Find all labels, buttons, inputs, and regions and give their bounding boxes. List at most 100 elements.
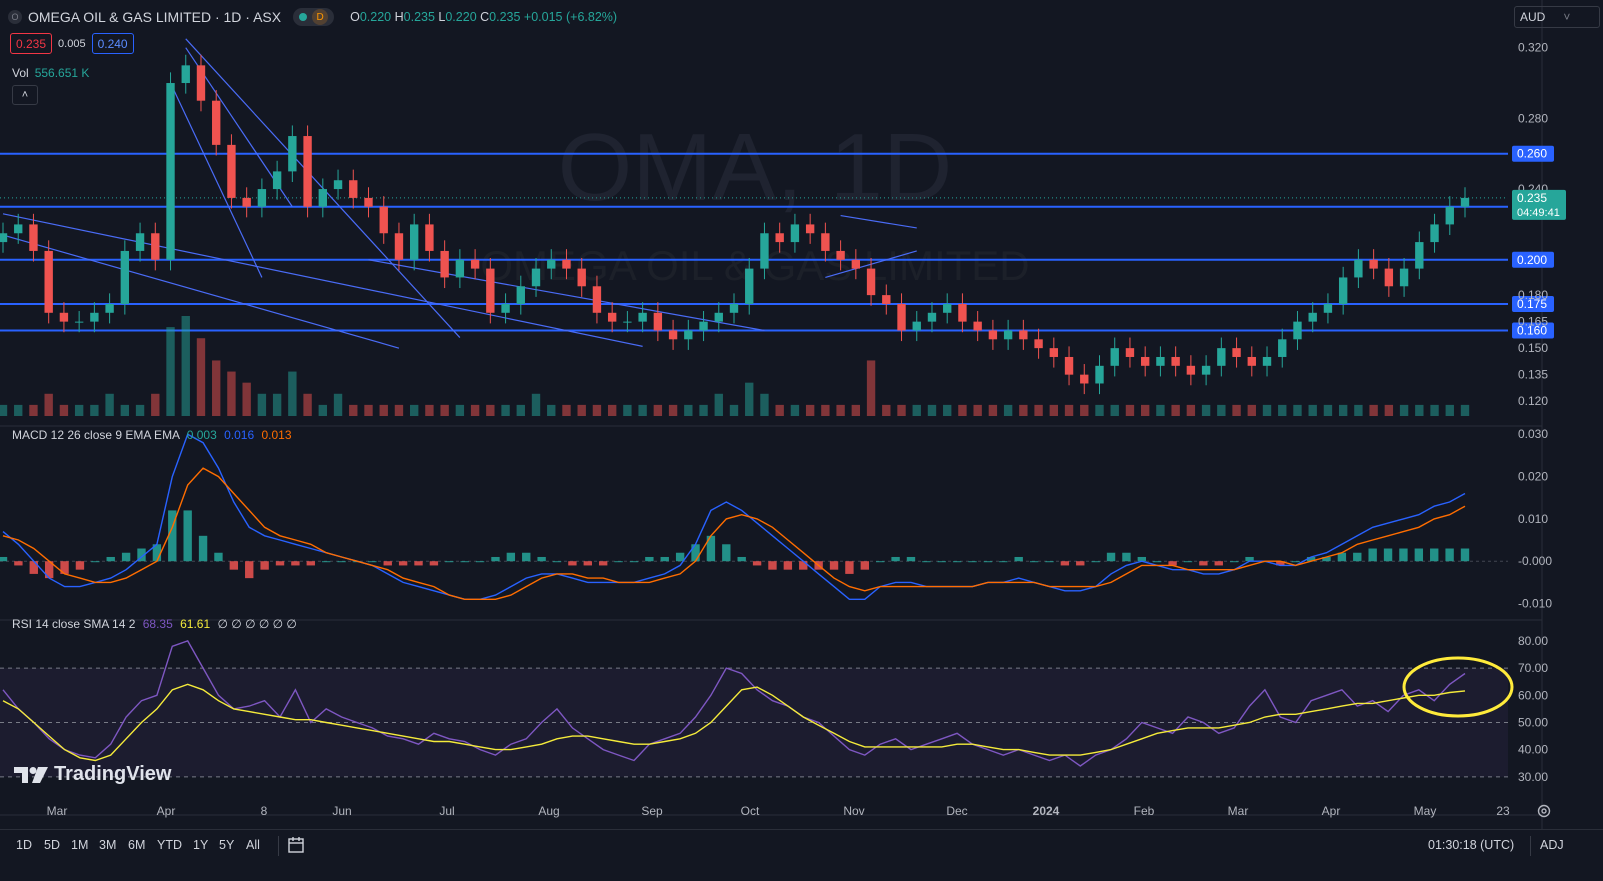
candle-body[interactable]	[409, 224, 419, 260]
timeframe-3m-button[interactable]: 3M	[99, 838, 117, 852]
adj-toggle[interactable]: ADJ	[1540, 838, 1564, 852]
candle-body[interactable]	[105, 303, 114, 313]
candle-body[interactable]	[516, 286, 525, 304]
candle-body[interactable]	[227, 144, 236, 198]
candle-body[interactable]	[1064, 356, 1074, 375]
candle-body[interactable]	[333, 180, 343, 190]
candle-body[interactable]	[425, 224, 434, 251]
timeframe-all-button[interactable]: All	[246, 838, 260, 852]
candle-body[interactable]	[318, 189, 328, 207]
candle-body[interactable]	[74, 321, 84, 323]
tradingview-logo[interactable]: TradingView	[14, 763, 171, 786]
candle-body[interactable]	[303, 136, 312, 207]
candle-body[interactable]	[196, 65, 206, 101]
timeframe-5d-button[interactable]: 5D	[44, 838, 60, 852]
candle-body[interactable]	[1019, 330, 1028, 340]
candle-body[interactable]	[1384, 268, 1394, 287]
trend-line[interactable]	[368, 259, 765, 332]
candle-body[interactable]	[668, 330, 678, 340]
candle-body[interactable]	[1323, 303, 1333, 313]
candle-body[interactable]	[1338, 277, 1348, 304]
candle-body[interactable]	[1278, 339, 1287, 357]
candle-body[interactable]	[1308, 312, 1317, 322]
candle-body[interactable]	[1003, 330, 1013, 340]
candle-body[interactable]	[1156, 356, 1165, 366]
candle-body[interactable]	[531, 268, 541, 287]
candle-body[interactable]	[151, 233, 160, 260]
candle-body[interactable]	[927, 312, 937, 322]
timeframe-ytd-button[interactable]: YTD	[157, 838, 182, 852]
candle-body[interactable]	[1460, 197, 1470, 207]
candle-body[interactable]	[805, 224, 815, 234]
candle-body[interactable]	[59, 312, 69, 322]
candle-body[interactable]	[501, 303, 510, 313]
candle-body[interactable]	[638, 312, 647, 322]
candle-body[interactable]	[547, 259, 556, 269]
candle-body[interactable]	[684, 330, 693, 340]
candle-body[interactable]	[1430, 224, 1439, 243]
candle-body[interactable]	[1247, 356, 1256, 366]
candle-body[interactable]	[440, 250, 449, 278]
symbol-title[interactable]: OMEGA OIL & GAS LIMITED · 1D · ASX	[28, 9, 282, 25]
sell-price-button[interactable]: 0.235	[10, 33, 53, 54]
candle-body[interactable]	[1445, 206, 1454, 225]
candle-body[interactable]	[775, 233, 784, 243]
candle-body[interactable]	[364, 197, 373, 207]
candle-body[interactable]	[1201, 365, 1211, 375]
candle-body[interactable]	[14, 224, 23, 234]
candle-body[interactable]	[577, 268, 586, 287]
candle-body[interactable]	[1293, 321, 1302, 340]
collapse-legend-button[interactable]: ˄	[12, 85, 38, 105]
candle-body[interactable]	[973, 321, 982, 331]
candle-body[interactable]	[166, 83, 175, 260]
candle-body[interactable]	[470, 259, 480, 269]
timeframe-1m-button[interactable]: 1M	[71, 838, 89, 852]
timeframe-1y-button[interactable]: 1Y	[193, 838, 209, 852]
candle-body[interactable]	[943, 303, 952, 313]
volume-legend[interactable]: Vol 556.651 K	[12, 66, 89, 80]
candle-body[interactable]	[1354, 259, 1363, 278]
macd-legend[interactable]: MACD 12 26 close 9 EMA EMA 0.003 0.016 0…	[12, 428, 292, 442]
trend-line[interactable]	[840, 214, 917, 229]
candle-body[interactable]	[851, 259, 861, 269]
buy-price-button[interactable]: 0.240	[91, 33, 134, 54]
candle-body[interactable]	[988, 330, 998, 340]
candle-body[interactable]	[790, 224, 800, 243]
candle-body[interactable]	[562, 259, 571, 269]
candle-body[interactable]	[1399, 268, 1409, 287]
candle-body[interactable]	[592, 286, 602, 313]
timeframe-5y-button[interactable]: 5Y	[219, 838, 235, 852]
candle-body[interactable]	[0, 233, 8, 243]
trend-line[interactable]	[2, 234, 400, 349]
candle-body[interactable]	[836, 250, 845, 260]
candle-body[interactable]	[760, 233, 769, 269]
candle-body[interactable]	[1095, 365, 1104, 384]
candle-body[interactable]	[607, 312, 617, 322]
rsi-legend[interactable]: RSI 14 close SMA 14 2 68.35 61.61 ∅ ∅ ∅ …	[12, 617, 297, 631]
candle-body[interactable]	[821, 233, 830, 251]
candle-body[interactable]	[135, 233, 145, 251]
candle-body[interactable]	[1049, 348, 1059, 357]
currency-select[interactable]: AUD ˅	[1514, 6, 1600, 28]
candle-body[interactable]	[29, 224, 38, 251]
timeframe-6m-button[interactable]: 6M	[128, 838, 146, 852]
candle-body[interactable]	[1110, 348, 1119, 366]
candle-body[interactable]	[745, 268, 754, 304]
candle-body[interactable]	[44, 250, 53, 313]
candle-body[interactable]	[1140, 356, 1150, 366]
candle-body[interactable]	[1171, 356, 1180, 366]
calendar-goto-icon[interactable]	[287, 836, 305, 854]
candle-body[interactable]	[699, 321, 708, 331]
candle-body[interactable]	[729, 303, 739, 313]
candle-body[interactable]	[1186, 365, 1196, 375]
candle-body[interactable]	[455, 259, 465, 278]
trend-line[interactable]	[2, 213, 643, 347]
timeframe-1d-button[interactable]: 1D	[16, 838, 32, 852]
candle-body[interactable]	[882, 295, 891, 304]
candle-body[interactable]	[866, 268, 876, 296]
candle-body[interactable]	[1125, 348, 1135, 357]
candle-body[interactable]	[714, 312, 723, 322]
candle-body[interactable]	[1415, 242, 1424, 269]
market-status[interactable]: D	[293, 8, 335, 26]
